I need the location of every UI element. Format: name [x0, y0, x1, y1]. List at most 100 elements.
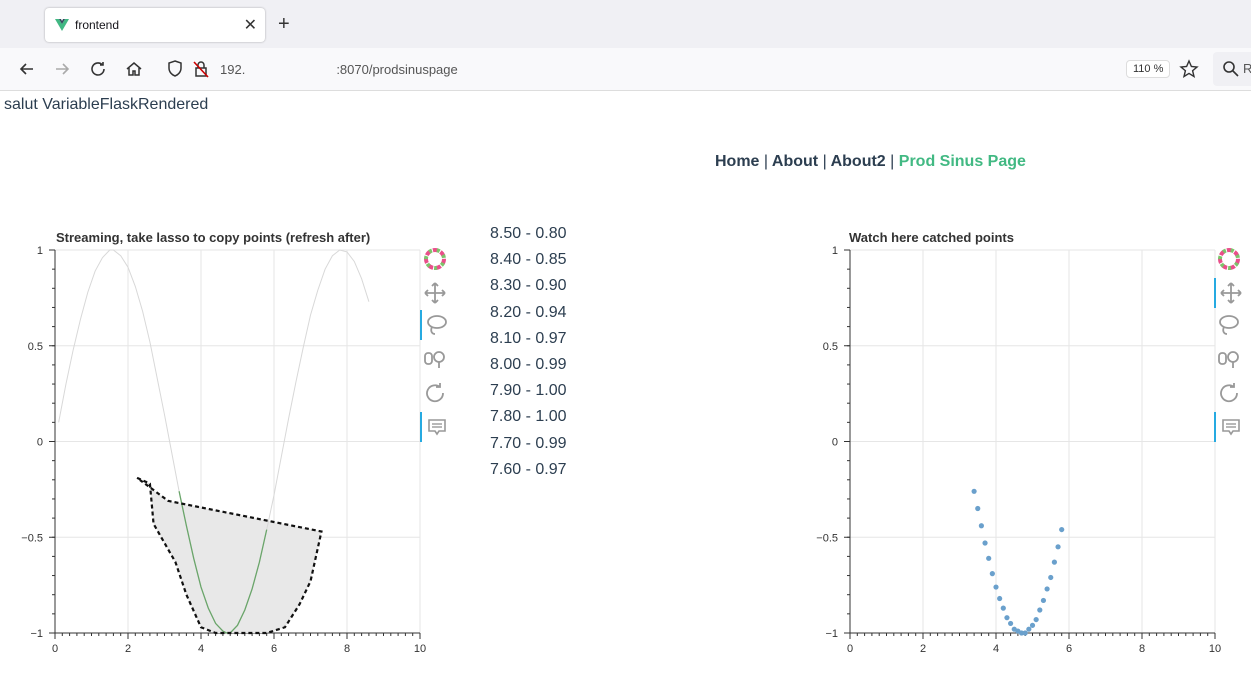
- main-menu: Home | About | About2 | Prod Sinus Page: [715, 153, 1026, 171]
- menu-separator: |: [822, 153, 827, 170]
- reset-icon: [426, 383, 444, 403]
- reset-tool-button[interactable]: [420, 378, 450, 408]
- vue-logo-icon: [55, 19, 69, 31]
- c2-x-tick-label: 8: [1139, 643, 1145, 655]
- menu-separator: |: [890, 153, 895, 170]
- wheel-zoom-tool-button[interactable]: [1214, 344, 1244, 374]
- caught-point: [1033, 616, 1039, 623]
- lasso-select-tool-button[interactable]: [1214, 310, 1244, 340]
- url-host: 192.: [220, 62, 246, 77]
- c1-x-tick-label: 10: [414, 643, 426, 655]
- list-item: 7.90 - 1.00: [490, 382, 567, 400]
- lasso-select-icon: [427, 315, 447, 335]
- caught-point: [1037, 607, 1043, 613]
- shield-icon[interactable]: [164, 58, 186, 80]
- browser-tab[interactable]: frontend ✕: [45, 8, 265, 42]
- c2-y-tick-label: −0.5: [816, 532, 838, 544]
- insecure-lock-icon[interactable]: [190, 58, 212, 80]
- tab-close-icon[interactable]: ✕: [243, 17, 257, 34]
- hover-tool-button[interactable]: [1214, 412, 1246, 442]
- hover-icon: [1222, 419, 1240, 436]
- c2-y-tick-label: 0.5: [823, 341, 838, 353]
- browser-tab-bar: frontend ✕ +: [0, 0, 1251, 48]
- pan-tool-button[interactable]: [1214, 278, 1246, 308]
- pan-icon: [424, 282, 446, 304]
- bokeh-logo-tool-button[interactable]: [420, 244, 450, 274]
- greeting-text: salut VariableFlaskRendered: [4, 96, 209, 113]
- url-text[interactable]: 192.:8070/prodsinuspage: [220, 62, 458, 77]
- c1-x-tick-label: 2: [125, 643, 131, 655]
- caught-point: [1026, 626, 1032, 632]
- caught-chart-title: Watch here catched points: [849, 230, 1014, 245]
- list-item: 8.20 - 0.94: [490, 303, 567, 321]
- bookmark-star-icon[interactable]: [1178, 58, 1200, 80]
- pan-icon: [1220, 282, 1242, 304]
- list-item: 7.60 - 0.97: [490, 460, 567, 478]
- selected-segment: [178, 491, 268, 634]
- hover-tool-button[interactable]: [420, 412, 452, 442]
- c2-y-tick-label: 0: [832, 437, 838, 449]
- caught-point: [1000, 605, 1006, 611]
- streaming-chart-title: Streaming, take lasso to copy points (re…: [56, 230, 371, 245]
- c2-y-tick-label: −1: [825, 628, 838, 640]
- c1-x-tick-label: 6: [271, 643, 277, 655]
- points-list: 8.50 - 0.80 8.40 - 0.85 8.30 - 0.90 8.20…: [490, 225, 567, 487]
- caught-points-chart[interactable]: 0 2 4 6 8 10 −1 −0.5 0 0.5 1: [795, 240, 1225, 660]
- list-item: 8.50 - 0.80: [490, 225, 567, 242]
- caught-point: [989, 571, 995, 577]
- search-placeholder: R: [1243, 61, 1251, 76]
- c1-x-tick-label: 4: [198, 643, 204, 655]
- wheel-zoom-icon: [424, 351, 445, 368]
- search-bar[interactable]: R: [1213, 52, 1251, 86]
- bokeh-logo-tool-button[interactable]: [1214, 244, 1244, 274]
- c1-x-tick-label: 0: [52, 643, 58, 655]
- menu-about2-link[interactable]: About2: [830, 153, 886, 170]
- zoom-level[interactable]: 110 %: [1126, 60, 1171, 78]
- reload-icon[interactable]: [87, 58, 109, 80]
- reset-tool-button[interactable]: [1214, 378, 1244, 408]
- c2-x-tick-label: 10: [1209, 643, 1221, 655]
- caught-point: [1004, 615, 1010, 621]
- menu-home-link[interactable]: Home: [715, 153, 760, 170]
- caught-point: [971, 488, 977, 494]
- pan-tool-button[interactable]: [420, 278, 450, 308]
- c2-x-tick-label: 0: [847, 643, 853, 655]
- c1-y-tick-label: 0.5: [28, 341, 43, 353]
- caught-point: [1051, 559, 1057, 565]
- c1-y-tick-label: 0: [37, 437, 43, 449]
- caught-point: [993, 584, 999, 590]
- bokeh-logo-icon: [424, 248, 446, 270]
- list-item: 7.80 - 1.00: [490, 408, 567, 426]
- back-icon[interactable]: [16, 58, 38, 80]
- lasso-region: [137, 477, 322, 633]
- lasso-select-tool-button[interactable]: [420, 310, 452, 340]
- streaming-chart[interactable]: 0 2 4 6 8 10 −1 −0.5 0 0.5 1: [0, 240, 430, 660]
- hover-icon: [428, 419, 446, 436]
- caught-point: [975, 505, 981, 512]
- forward-icon[interactable]: [51, 58, 73, 80]
- list-item: 8.30 - 0.90: [490, 277, 567, 295]
- caught-point: [1029, 622, 1036, 628]
- menu-separator: |: [763, 153, 769, 170]
- search-icon: [1223, 61, 1239, 77]
- caught-point: [978, 523, 984, 529]
- list-item: 8.10 - 0.97: [490, 329, 567, 347]
- caught-point: [1018, 630, 1025, 636]
- caught-point: [1048, 574, 1054, 581]
- c2-x-tick-label: 6: [1066, 643, 1072, 655]
- list-item: 8.40 - 0.85: [490, 251, 567, 269]
- caught-point: [986, 555, 992, 561]
- caught-point: [1044, 586, 1050, 592]
- wheel-zoom-icon: [1218, 351, 1239, 368]
- list-item: 8.00 - 0.99: [490, 355, 567, 373]
- menu-prod-sinus-link[interactable]: Prod Sinus Page: [898, 153, 1026, 170]
- url-bar[interactable]: 192.:8070/prodsinuspage 110 %: [160, 52, 1210, 86]
- c1-y-tick-label: 1: [37, 245, 43, 257]
- caught-point: [1055, 544, 1061, 550]
- bokeh-logo-icon: [1218, 248, 1240, 270]
- wheel-zoom-tool-button[interactable]: [420, 344, 450, 374]
- c2-x-tick-label: 2: [920, 643, 926, 655]
- new-tab-button[interactable]: +: [278, 13, 290, 35]
- menu-about-link[interactable]: About: [771, 153, 819, 170]
- home-icon[interactable]: [123, 58, 145, 80]
